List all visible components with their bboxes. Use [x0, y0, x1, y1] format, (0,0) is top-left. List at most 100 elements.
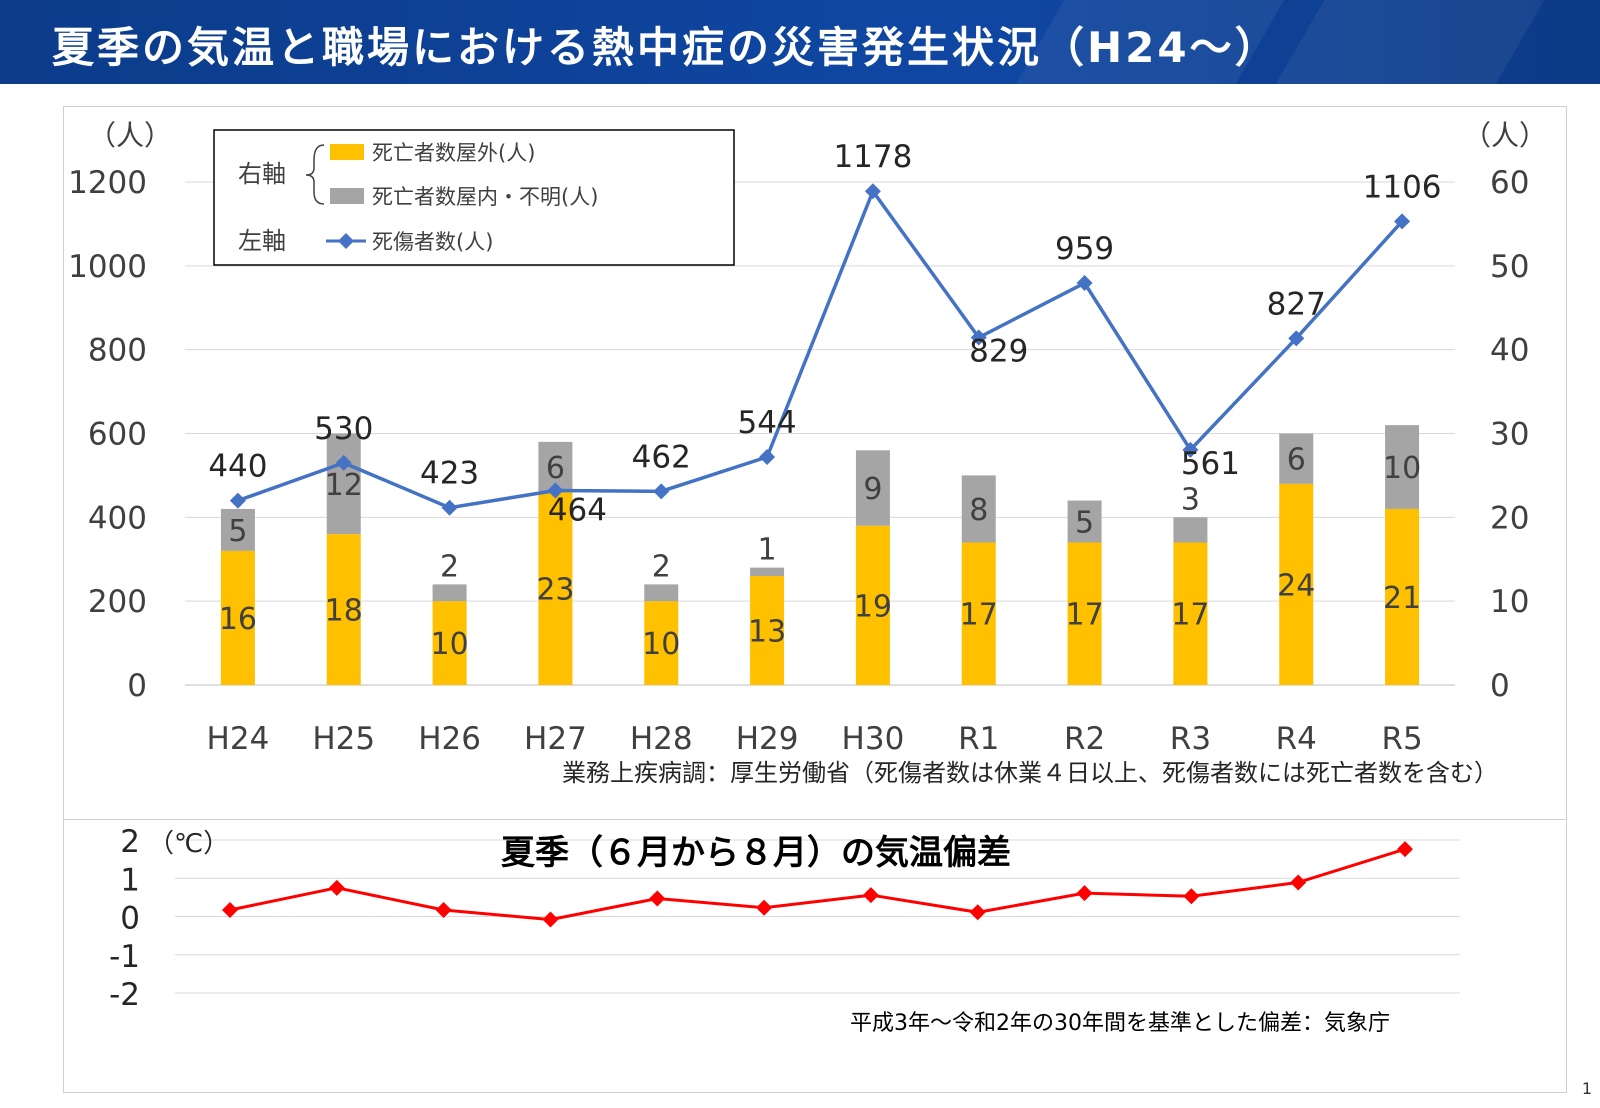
x-axis-tick-label: H30 — [842, 721, 905, 757]
bar-indoor-deaths — [326, 433, 361, 535]
legend-swatch-indoor — [330, 188, 364, 204]
left-axis-tick-label: 1000 — [68, 249, 147, 285]
casualty-marker — [547, 482, 564, 499]
temp-marker — [756, 899, 773, 916]
temp-line — [229, 847, 1406, 922]
temp-chart-title: 夏季（６月から８月）の気温偏差 — [501, 833, 1011, 873]
casualty-data-label: 530 — [314, 411, 373, 447]
bar-outdoor-label: 17 — [1171, 598, 1209, 633]
x-axis-tick-label: H29 — [736, 721, 799, 757]
right-axis-unit: （人） — [1463, 119, 1547, 152]
bar-outdoor-deaths — [1067, 542, 1102, 685]
casualty-data-label: 440 — [208, 449, 267, 485]
right-axis-tick-label: 50 — [1490, 249, 1529, 285]
temp-marker — [222, 901, 238, 918]
casualty-marker — [1182, 441, 1199, 458]
casualty-data-label: 464 — [548, 493, 607, 529]
left-axis-tick-label: 0 — [127, 668, 147, 704]
legend-brace — [305, 144, 325, 205]
bar-outdoor-deaths — [750, 576, 785, 685]
bar-indoor-label: 5 — [1075, 506, 1094, 541]
bar-outdoor-deaths — [644, 601, 679, 685]
x-axis-tick-label: H28 — [630, 721, 693, 757]
x-axis-tick-label: R1 — [958, 721, 999, 757]
bar-outdoor-deaths — [855, 525, 890, 685]
left-axis-tick-label: 800 — [88, 333, 147, 369]
casualty-data-label: 829 — [969, 334, 1028, 370]
bar-indoor-label: 5 — [228, 514, 247, 549]
bar-indoor-deaths — [855, 450, 890, 526]
header-bar: 夏季の気温と職場における熱中症の災害発生状況（H24～） — [0, 0, 1600, 84]
right-axis-tick-label: 60 — [1490, 165, 1529, 201]
casualty-data-label: 827 — [1267, 286, 1326, 322]
right-axis-tick-label: 40 — [1490, 333, 1529, 369]
right-axis-tick-label: 30 — [1490, 417, 1529, 453]
bar-indoor-label: 10 — [1383, 451, 1421, 486]
casualty-data-label: 959 — [1055, 231, 1114, 267]
temp-marker — [542, 911, 559, 928]
casualty-marker — [1076, 275, 1093, 292]
casualty-marker — [864, 183, 881, 200]
bar-outdoor-label: 16 — [219, 602, 257, 637]
x-axis-tick-label: R3 — [1170, 721, 1211, 757]
bar-indoor-deaths — [1067, 500, 1102, 543]
bar-indoor-label: 8 — [969, 493, 988, 528]
x-axis-tick-label: R4 — [1276, 721, 1317, 757]
bar-indoor-label: 6 — [1287, 443, 1306, 478]
temp-axis-tick-label: -1 — [109, 939, 140, 975]
temp-marker — [1076, 885, 1093, 902]
right-axis-tick-label: 20 — [1490, 500, 1529, 536]
right-axis-tick-label: 10 — [1490, 584, 1529, 620]
legend-right-axis-label: 右軸 — [238, 160, 286, 188]
bar-outdoor-deaths — [1279, 483, 1314, 685]
bar-indoor-deaths — [644, 584, 679, 602]
legend-box — [213, 129, 735, 266]
bar-indoor-label: 9 — [863, 472, 882, 507]
bar-outdoor-label: 17 — [1065, 598, 1103, 633]
legend-item-casualty: 死傷者数(人) — [372, 230, 493, 254]
casualty-marker — [1288, 330, 1305, 347]
bar-indoor-deaths — [1173, 517, 1208, 543]
casualty-data-label: 423 — [420, 456, 479, 492]
temp-marker — [328, 879, 345, 896]
bar-outdoor-label: 24 — [1277, 568, 1315, 603]
bar-outdoor-label: 18 — [325, 594, 363, 629]
bar-indoor-deaths — [1279, 433, 1314, 484]
casualty-line — [237, 187, 1404, 510]
bar-outdoor-deaths — [220, 550, 255, 685]
temp-marker — [1183, 888, 1200, 905]
bar-outdoor-deaths — [1385, 508, 1420, 685]
left-axis-tick-label: 200 — [88, 584, 147, 620]
temp-axis-tick-label: 2 — [120, 824, 140, 860]
temp-marker — [862, 887, 879, 904]
temp-marker — [1397, 841, 1413, 858]
casualty-source-note: 業務上疾病調：厚生労働省（死傷者数は休業４日以上、死傷者数には死亡者数を含む） — [562, 759, 1498, 787]
bar-outdoor-label: 13 — [748, 615, 786, 650]
left-axis-tick-label: 600 — [88, 417, 147, 453]
bar-indoor-label: 3 — [1181, 482, 1200, 517]
page-title: 夏季の気温と職場における熱中症の災害発生状況（H24～） — [52, 23, 1280, 72]
bar-indoor-deaths — [432, 584, 467, 602]
casualty-marker — [229, 492, 246, 509]
casualty-marker — [759, 448, 776, 465]
casualty-marker — [653, 483, 670, 500]
bar-indoor-label: 6 — [546, 451, 565, 486]
temp-axis-tick-label: -2 — [109, 977, 140, 1013]
page-number: 1 — [1581, 1079, 1592, 1098]
x-axis-tick-label: H26 — [418, 721, 481, 757]
casualty-marker — [1394, 213, 1411, 230]
bar-outdoor-deaths — [538, 492, 573, 685]
legend-swatch-marker — [338, 233, 354, 249]
bar-outdoor-label: 10 — [430, 627, 468, 662]
bar-indoor-deaths — [750, 567, 785, 577]
right-axis-tick-label: 0 — [1490, 668, 1510, 704]
bar-indoor-label: 2 — [440, 549, 459, 584]
casualty-data-label: 544 — [737, 405, 796, 441]
bar-outdoor-deaths — [1173, 542, 1208, 685]
left-axis-unit: （人） — [88, 119, 172, 152]
x-axis-tick-label: H25 — [312, 721, 375, 757]
casualty-data-label: 462 — [632, 439, 691, 475]
casualty-marker — [441, 499, 458, 516]
bar-outdoor-label: 17 — [960, 598, 998, 633]
